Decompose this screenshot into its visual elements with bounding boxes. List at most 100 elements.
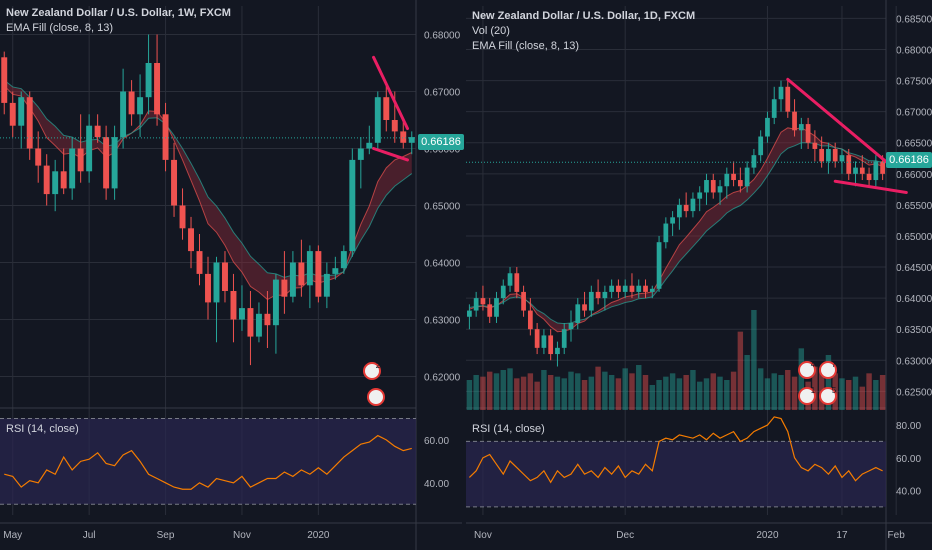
candle-body <box>323 273 330 297</box>
rsi-tick-label: 80.00 <box>896 421 921 432</box>
right-chart-pane[interactable]: 0.68500 0.68000 0.67500 0.67000 0.66500 0.660… <box>466 0 932 550</box>
candle-body <box>494 298 499 317</box>
candle-body <box>306 251 313 286</box>
candle-body <box>357 148 364 160</box>
candle-body <box>785 86 791 112</box>
candle-body <box>35 148 42 166</box>
candle-body <box>120 91 127 138</box>
volume-bar <box>636 365 642 410</box>
candle-body <box>575 304 581 323</box>
candle-body <box>717 186 723 193</box>
candle-body <box>103 137 110 189</box>
candle-body <box>315 251 322 297</box>
candle-body <box>636 285 642 292</box>
left-chart-svg[interactable]: 0.68000 0.67000 0.66000 0.65000 0.64000 0.630… <box>0 0 462 550</box>
candle-body <box>391 120 398 132</box>
price-tick-label: 0.66000 <box>424 145 461 156</box>
event-flag-count: 2 <box>376 361 381 370</box>
volume-bar <box>493 373 500 410</box>
price-tick-label: 0.65500 <box>896 201 932 212</box>
candle-body <box>408 137 415 143</box>
candle-body <box>1 57 8 103</box>
price-tick-label: 0.63000 <box>424 316 461 327</box>
right-ema-label: EMA Fill (close, 8, 13) <box>472 40 579 52</box>
right-rsi-label: RSI (14, close) <box>472 423 545 435</box>
volume-bar <box>500 370 506 410</box>
time-tick-label: 2020 <box>307 530 330 541</box>
event-flag-count: 4 <box>811 360 816 369</box>
candle-body <box>548 335 554 355</box>
volume-bar <box>846 380 852 410</box>
volume-bar <box>541 370 547 410</box>
price-tick-label: 0.66000 <box>896 170 932 181</box>
candle-body <box>555 347 560 355</box>
time-tick-label: Dec <box>616 530 634 541</box>
event-flag-marker <box>798 387 816 405</box>
volume-bar <box>520 376 527 410</box>
candle-body <box>247 308 254 337</box>
volume-bar <box>730 371 737 410</box>
candle-body <box>366 142 373 149</box>
candle-body <box>500 285 506 299</box>
ema-fast-line <box>469 127 883 333</box>
candle-body <box>819 148 825 162</box>
time-tick-label: 17 <box>836 530 848 541</box>
price-tick-label: 0.64000 <box>896 294 932 305</box>
candle-body <box>298 262 305 286</box>
volume-bar <box>690 370 696 410</box>
candle-body <box>255 313 262 337</box>
candle-body <box>765 117 770 137</box>
candle-body <box>663 223 669 243</box>
time-tick-label: Jul <box>83 530 96 541</box>
time-tick-label: Feb <box>888 530 906 541</box>
candle-body <box>534 329 540 348</box>
volume-bar <box>669 373 676 410</box>
event-flag-marker <box>367 388 385 406</box>
candle-body <box>670 217 675 224</box>
candle-body <box>839 155 845 162</box>
candle-body <box>697 192 703 199</box>
candle-body <box>751 155 757 168</box>
candle-body <box>859 167 865 174</box>
candle-body <box>602 291 608 299</box>
candle-body <box>595 291 601 299</box>
candle-body <box>154 63 161 115</box>
volume-bar <box>859 386 865 410</box>
volume-bar <box>852 376 859 410</box>
candle-body <box>467 310 472 317</box>
candle-body <box>238 308 245 320</box>
right-last-price-tag: 0.66186 <box>886 152 932 168</box>
right-chart-svg[interactable]: 0.68500 0.68000 0.67500 0.67000 0.66500 0.660… <box>466 0 932 550</box>
volume-bar <box>656 380 662 410</box>
pattern-trendline <box>833 179 908 194</box>
volume-bar <box>554 376 561 410</box>
price-tick-label: 0.64000 <box>424 259 461 270</box>
candle-body <box>582 304 587 311</box>
candle-body <box>137 97 144 115</box>
candle-body <box>514 273 520 292</box>
event-flag-marker <box>819 361 837 379</box>
volume-bar <box>595 366 601 410</box>
volume-bar <box>778 375 784 410</box>
candle-body <box>832 148 838 162</box>
candle-body <box>778 86 784 100</box>
candle-body <box>609 285 615 292</box>
ema-slow-line <box>469 142 883 325</box>
candle-body <box>527 310 533 330</box>
candle-body <box>86 125 93 172</box>
volume-bar <box>676 378 683 410</box>
volume-bar <box>642 375 649 410</box>
price-tick-label: 0.62000 <box>424 373 461 384</box>
candle-body <box>873 161 879 181</box>
candle-body <box>196 251 203 274</box>
volume-bar <box>866 373 872 410</box>
candle-body <box>805 124 811 143</box>
candle-body <box>853 167 858 174</box>
time-tick-label: Nov <box>474 530 492 541</box>
left-chart-pane[interactable]: 0.68000 0.67000 0.66000 0.65000 0.64000 0.630… <box>0 0 464 550</box>
price-tick-label: 0.67500 <box>896 77 932 88</box>
candle-body <box>230 291 237 320</box>
candle-body <box>683 204 689 212</box>
volume-bar <box>487 371 493 410</box>
candle-body <box>487 304 493 317</box>
